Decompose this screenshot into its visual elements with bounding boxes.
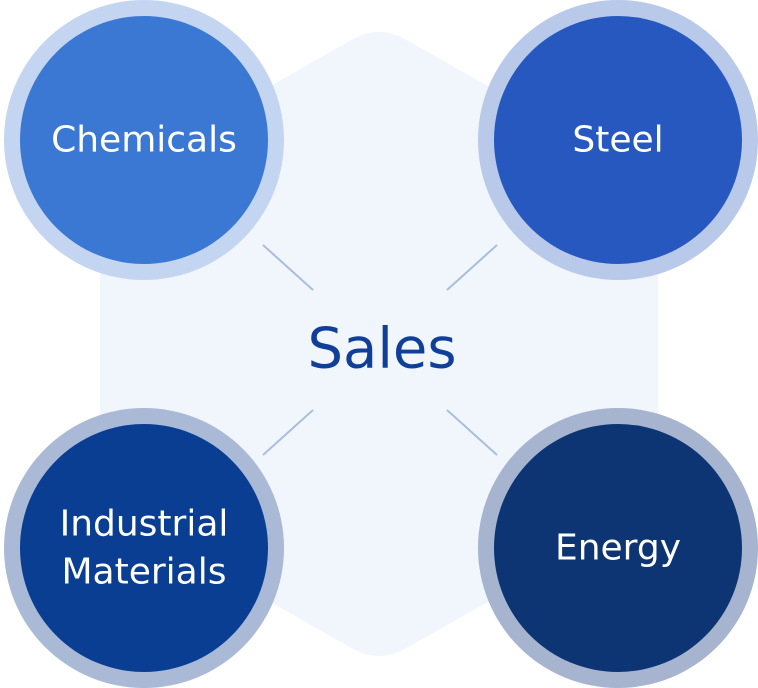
node-circle [20,424,268,672]
node-label-line-2: Materials [61,552,226,593]
node-label: Energy [555,528,681,569]
connector-energy [446,409,498,456]
node-energy: Energy [478,408,758,688]
center-label: Sales [307,317,456,382]
node-circle [494,424,742,672]
node-industrial-materials: Industrial Materials [4,408,284,688]
node-steel: Steel [478,0,758,280]
connector-steel [446,244,498,291]
node-label-line-1: Industrial [60,504,229,545]
node-label: Chemicals [51,120,237,161]
node-circle [494,16,742,264]
node-chemicals: Chemicals [4,0,284,280]
connector-industrial-materials [262,409,314,456]
connector-chemicals [262,244,314,291]
node-circle [20,16,268,264]
node-label: Steel [572,120,663,161]
